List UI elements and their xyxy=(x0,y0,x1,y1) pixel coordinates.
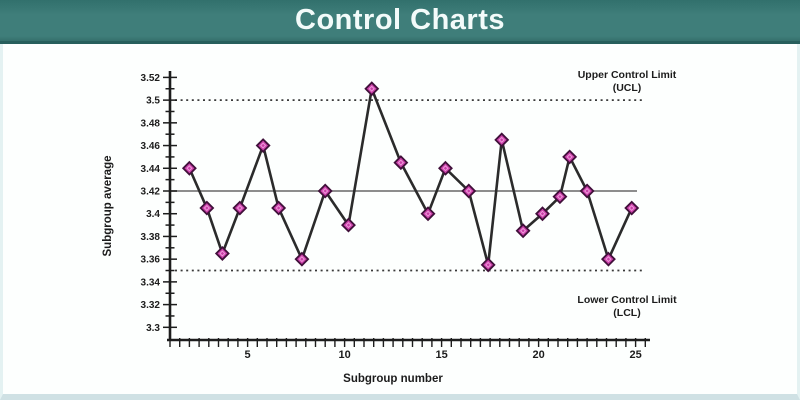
data-point-marker xyxy=(480,257,496,273)
data-point-inner xyxy=(397,159,404,166)
data-point-marker xyxy=(181,160,197,176)
y-tick-label: 3.46 xyxy=(141,141,161,152)
data-point-inner xyxy=(628,204,635,212)
lcl-label: Lower Control Limit xyxy=(577,294,677,306)
data-point-inner xyxy=(442,165,449,172)
y-tick-label: 3.42 xyxy=(141,187,161,198)
data-point-inner xyxy=(203,204,210,212)
x-tick-label: 10 xyxy=(338,349,350,361)
data-point-inner xyxy=(465,187,472,195)
data-point-inner xyxy=(219,250,226,257)
data-point-marker xyxy=(255,138,271,154)
y-tick-label: 3.3 xyxy=(146,323,160,334)
y-tick-label: 3.52 xyxy=(141,73,161,84)
lcl-label: (LCL) xyxy=(613,307,640,319)
data-point-inner xyxy=(322,187,329,195)
data-point-marker xyxy=(317,183,333,199)
data-point-inner xyxy=(566,153,573,161)
x-tick-label: 5 xyxy=(245,349,251,361)
x-axis-title: Subgroup number xyxy=(343,373,443,385)
data-point-inner xyxy=(424,210,432,217)
data-point-inner xyxy=(519,227,527,234)
y-tick-label: 3.4 xyxy=(146,209,160,220)
series-line xyxy=(188,87,633,267)
ucl-label: Upper Control Limit xyxy=(578,69,677,81)
data-point-inner xyxy=(556,193,564,200)
title-bar: Control Charts xyxy=(0,0,800,44)
data-point-inner xyxy=(298,256,306,263)
data-point-marker xyxy=(199,200,215,216)
y-tick-label: 3.38 xyxy=(141,232,161,243)
data-point-marker xyxy=(461,183,477,199)
y-tick-label: 3.32 xyxy=(141,300,161,311)
ucl-label: (UCL) xyxy=(613,82,642,94)
data-point-inner xyxy=(275,204,282,212)
x-ticks xyxy=(169,338,646,347)
data-point-inner xyxy=(260,142,267,149)
y-axis-title: Subgroup average xyxy=(102,156,114,257)
data-point-marker xyxy=(420,206,436,222)
data-point-marker xyxy=(232,200,248,216)
y-tick-label: 3.44 xyxy=(141,164,161,175)
data-point-marker xyxy=(364,81,380,97)
x-tick-label: 25 xyxy=(629,349,641,361)
data-point-marker xyxy=(494,132,510,148)
data-point-inner xyxy=(345,221,352,229)
data-point-inner xyxy=(498,136,505,143)
data-point-marker xyxy=(515,223,531,239)
x-tick-label: 15 xyxy=(435,349,447,361)
data-point-marker xyxy=(552,189,568,205)
data-point-inner xyxy=(186,165,193,172)
page-title: Control Charts xyxy=(295,4,505,36)
data-point-marker xyxy=(438,160,453,176)
data-point-inner xyxy=(583,187,591,195)
x-tick-label: 20 xyxy=(532,349,544,361)
y-tick-label: 3.5 xyxy=(146,96,160,107)
y-tick-label: 3.36 xyxy=(141,255,161,266)
data-point-inner xyxy=(485,261,492,268)
data-point-marker xyxy=(214,246,230,261)
y-tick-label: 3.48 xyxy=(141,118,161,129)
data-points xyxy=(181,81,640,273)
data-point-inner xyxy=(236,204,243,212)
data-point-marker xyxy=(600,251,616,267)
y-tick-label: 3.34 xyxy=(141,277,161,288)
data-point-marker xyxy=(393,155,409,171)
data-point-marker xyxy=(294,251,310,267)
data-point-marker xyxy=(535,206,550,222)
data-point-marker xyxy=(624,200,640,216)
data-point-inner xyxy=(368,85,375,92)
y-ticks xyxy=(163,76,177,329)
data-point-marker xyxy=(579,183,595,199)
data-point-marker xyxy=(341,217,356,233)
data-point-inner xyxy=(605,256,612,263)
data-point-marker xyxy=(271,200,287,216)
data-point-marker xyxy=(562,149,578,165)
data-point-inner xyxy=(539,210,546,217)
